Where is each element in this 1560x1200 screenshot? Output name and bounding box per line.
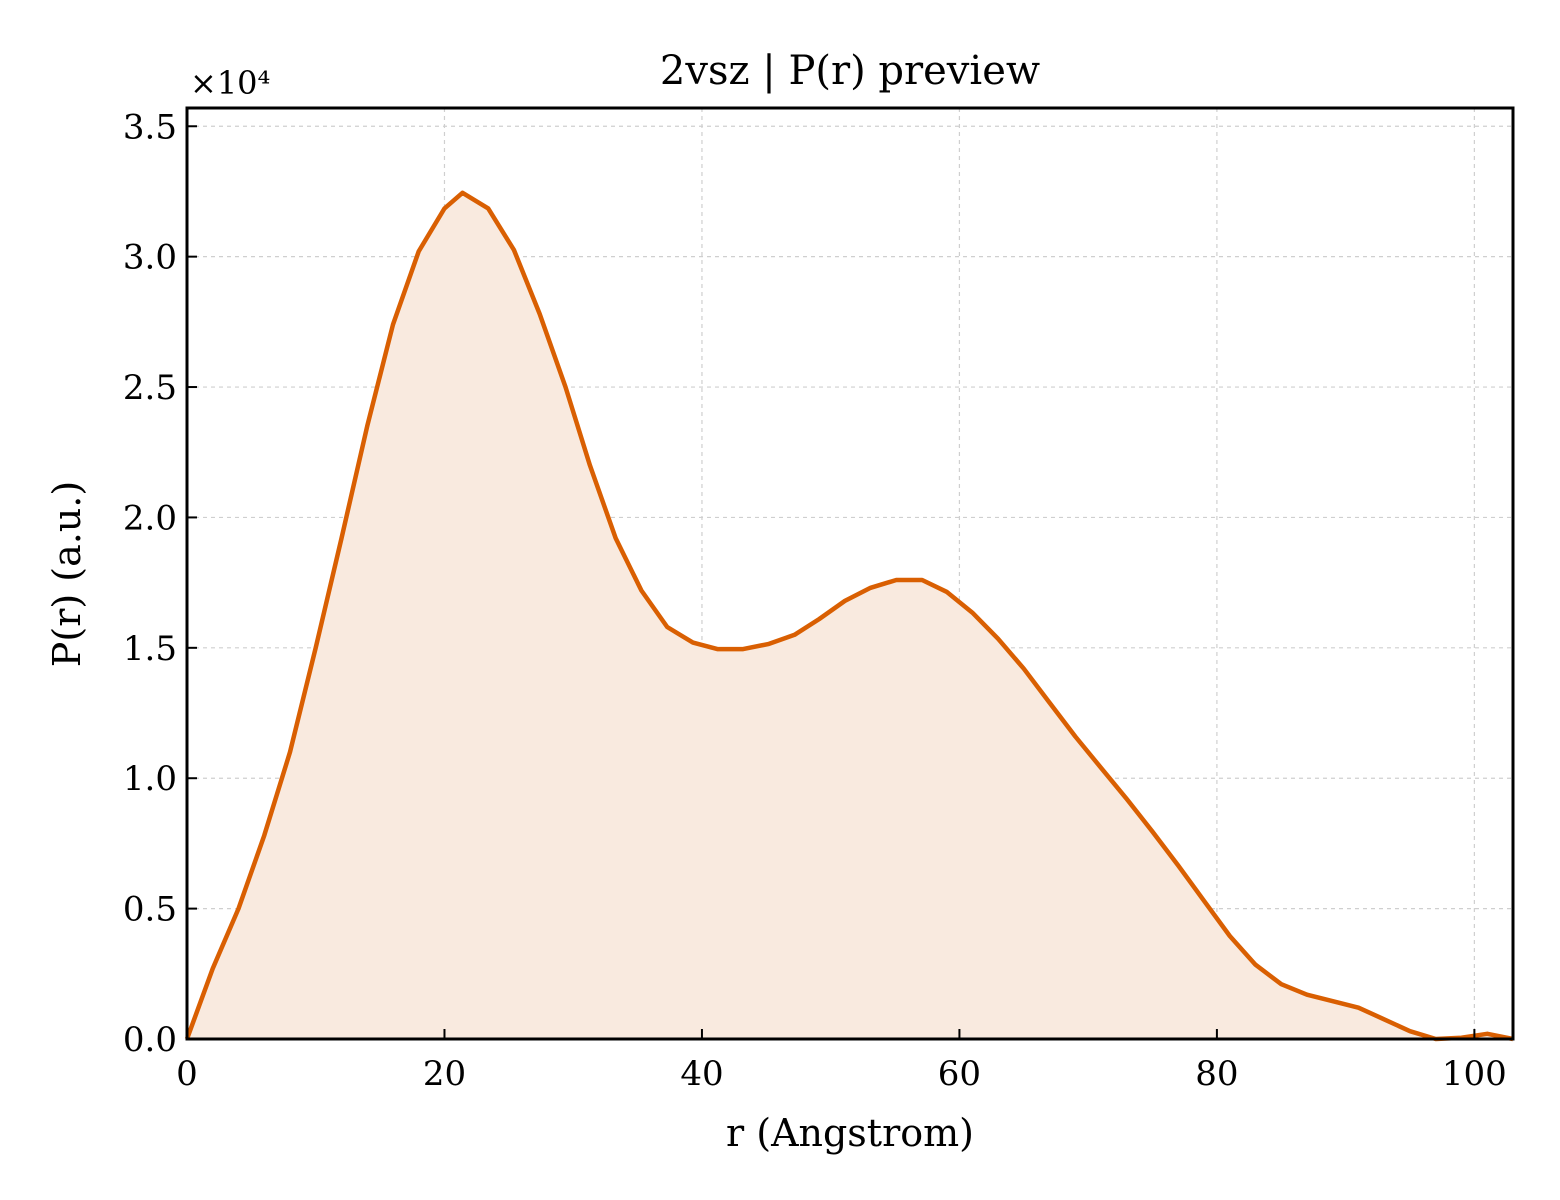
area-fill: [187, 192, 1513, 1040]
y-axis-ticks: 0.0 0.5 1.0 1.5 2.0 2.5 3.0 3.5: [123, 107, 197, 1060]
pr-series-line: [184, 190, 1514, 1042]
chart-title: 2vsz | P(r) preview: [660, 48, 1040, 94]
x-tick-label: 100: [1442, 1054, 1507, 1094]
x-axis-title: r (Angstrom): [726, 1111, 974, 1155]
y-tick-label: 2.0: [123, 498, 177, 538]
y-tick-label: 0.5: [123, 890, 177, 930]
y-tick-label: 3.5: [123, 107, 177, 147]
x-tick-label: 40: [680, 1054, 723, 1094]
y-tick-label: 0.0: [123, 1020, 177, 1060]
y-offset-label: ×10⁴: [190, 64, 270, 102]
x-axis-ticks: 0 20 40 60 80 100: [176, 1029, 1507, 1094]
y-tick-label: 2.5: [123, 368, 177, 408]
y-axis-title: P(r) (a.u.): [45, 481, 89, 667]
x-tick-label: 20: [423, 1054, 466, 1094]
x-tick-label: 80: [1195, 1054, 1238, 1094]
plot-frame: [185, 106, 1515, 1041]
x-tick-label: 60: [938, 1054, 981, 1094]
y-tick-label: 1.5: [123, 629, 177, 669]
y-tick-label: 3.0: [123, 238, 177, 278]
x-tick-label: 0: [176, 1054, 198, 1094]
y-tick-label: 1.0: [123, 759, 177, 799]
